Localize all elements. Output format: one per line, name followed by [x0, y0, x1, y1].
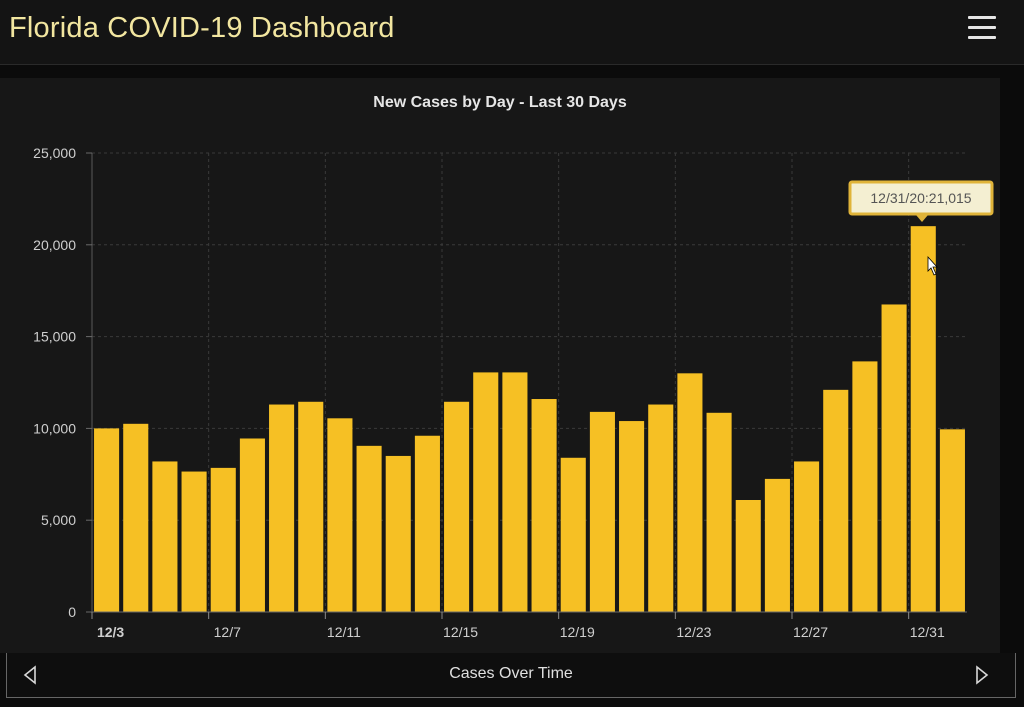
x-tick-label: 12/15	[443, 624, 478, 640]
footer-label: Cases Over Time	[449, 665, 573, 682]
x-tick-label: 12/31	[910, 624, 945, 640]
chart-title: New Cases by Day - Last 30 Days	[373, 94, 627, 111]
chart-panel: New Cases by Day - Last 30 Days 0 5,000 10…	[0, 78, 1000, 653]
bar-12-10[interactable]	[298, 401, 324, 612]
bar-12-19[interactable]	[560, 457, 586, 612]
bar-12-26[interactable]	[764, 478, 790, 612]
x-tick-label: 12/27	[793, 624, 828, 640]
bar-12-21[interactable]	[619, 421, 645, 612]
x-tick-label: 12/19	[560, 624, 595, 640]
next-arrow-icon[interactable]	[969, 663, 993, 687]
bar-12-30[interactable]	[881, 304, 907, 612]
bar-12-31[interactable]	[910, 226, 936, 612]
bar-12-23[interactable]	[677, 373, 703, 612]
bar-12-11[interactable]	[327, 418, 353, 612]
bar-12-29[interactable]	[852, 361, 878, 612]
x-tick-label: 12/11	[327, 624, 361, 640]
bar-12-15[interactable]	[444, 401, 470, 612]
bar-12-27[interactable]	[794, 461, 820, 612]
tooltip-text: 12/31/20:21,015	[870, 190, 971, 206]
tooltip-pointer	[916, 215, 928, 222]
bar-12-25[interactable]	[735, 500, 761, 612]
bar-12-9[interactable]	[269, 404, 295, 612]
bar-12-20[interactable]	[589, 411, 615, 612]
bar-12-17[interactable]	[502, 372, 528, 612]
bar-12-18[interactable]	[531, 399, 557, 612]
tooltip-box	[848, 180, 994, 216]
bar-12-4[interactable]	[123, 423, 149, 612]
y-tick-label: 20,000	[33, 237, 76, 253]
y-tick-label: 25,000	[33, 145, 76, 161]
bar-12-6[interactable]	[181, 471, 207, 612]
mouse-cursor-icon	[927, 255, 938, 276]
x-tick-label: 12/7	[214, 624, 241, 640]
y-tick-label: 15,000	[33, 329, 76, 345]
y-tick-label: 0	[68, 604, 76, 620]
y-tick-label: 5,000	[41, 512, 76, 528]
bar-12-13[interactable]	[385, 455, 411, 612]
new-cases-chart[interactable]: New Cases by Day - Last 30 Days 0 5,000 10…	[0, 78, 1000, 653]
bar-1-1[interactable]	[939, 429, 965, 612]
x-tick-label: 12/23	[676, 624, 711, 640]
bar-12-22[interactable]	[648, 404, 674, 612]
bar-12-3[interactable]	[94, 428, 120, 612]
app-title: Florida COVID-19 Dashboard	[9, 12, 395, 44]
bar-12-28[interactable]	[823, 389, 849, 612]
hamburger-menu-icon[interactable]	[968, 16, 996, 40]
bar-12-7[interactable]	[210, 467, 236, 612]
footer-navigator: Cases Over Time	[6, 653, 1016, 698]
bar-12-24[interactable]	[706, 412, 732, 612]
bar-12-8[interactable]	[239, 438, 265, 612]
bar-12-14[interactable]	[414, 435, 440, 612]
bar-12-12[interactable]	[356, 445, 382, 612]
previous-arrow-icon[interactable]	[19, 663, 43, 687]
app-header: Florida COVID-19 Dashboard	[0, 0, 1024, 65]
x-tick-label: 12/3	[97, 624, 124, 640]
y-tick-label: 10,000	[33, 420, 76, 436]
bar-12-16[interactable]	[473, 372, 499, 612]
bar-12-5[interactable]	[152, 461, 178, 612]
